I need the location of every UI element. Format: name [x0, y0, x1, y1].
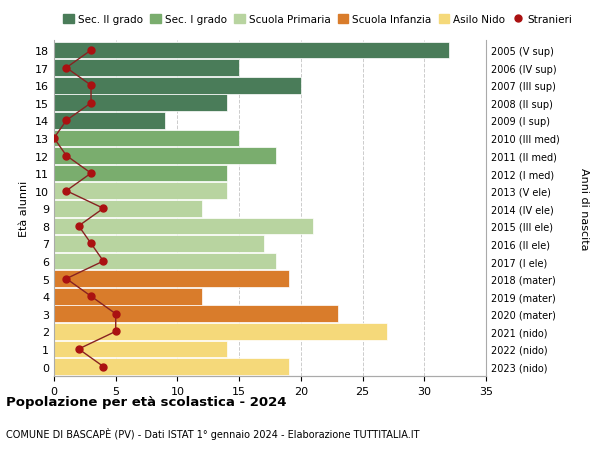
Point: [86, 82, 96, 90]
Point: [98, 258, 108, 265]
Bar: [54, 165, 227, 182]
Bar: [54, 43, 449, 59]
Point: [49, 135, 59, 142]
Point: [62, 275, 71, 283]
Bar: [54, 148, 276, 164]
Text: COMUNE DI BASCAPÈ (PV) - Dati ISTAT 1° gennaio 2024 - Elaborazione TUTTITALIA.IT: COMUNE DI BASCAPÈ (PV) - Dati ISTAT 1° g…: [6, 427, 419, 439]
Bar: [54, 323, 387, 340]
Bar: [54, 235, 264, 252]
Point: [98, 205, 108, 213]
Bar: [54, 78, 301, 95]
Point: [86, 100, 96, 107]
Point: [74, 223, 83, 230]
Y-axis label: Età alunni: Età alunni: [19, 181, 29, 237]
Bar: [54, 288, 202, 305]
Y-axis label: Anni di nascita: Anni di nascita: [579, 168, 589, 250]
Point: [111, 310, 121, 318]
Point: [86, 240, 96, 247]
Bar: [54, 201, 202, 217]
Point: [86, 47, 96, 55]
Bar: [54, 358, 289, 375]
Text: Popolazione per età scolastica - 2024: Popolazione per età scolastica - 2024: [6, 395, 287, 408]
Bar: [54, 341, 227, 358]
Bar: [54, 271, 289, 287]
Bar: [54, 60, 239, 77]
Point: [62, 118, 71, 125]
Point: [62, 152, 71, 160]
Bar: [54, 113, 165, 129]
Legend: Sec. II grado, Sec. I grado, Scuola Primaria, Scuola Infanzia, Asilo Nido, Stran: Sec. II grado, Sec. I grado, Scuola Prim…: [59, 11, 577, 29]
Point: [111, 328, 121, 336]
Point: [62, 188, 71, 195]
Point: [74, 346, 83, 353]
Point: [62, 65, 71, 72]
Point: [86, 170, 96, 178]
Bar: [54, 218, 313, 235]
Bar: [54, 183, 227, 200]
Bar: [54, 306, 338, 322]
Bar: [54, 253, 276, 270]
Point: [98, 363, 108, 370]
Bar: [54, 130, 239, 147]
Bar: [54, 95, 227, 112]
Point: [86, 293, 96, 300]
